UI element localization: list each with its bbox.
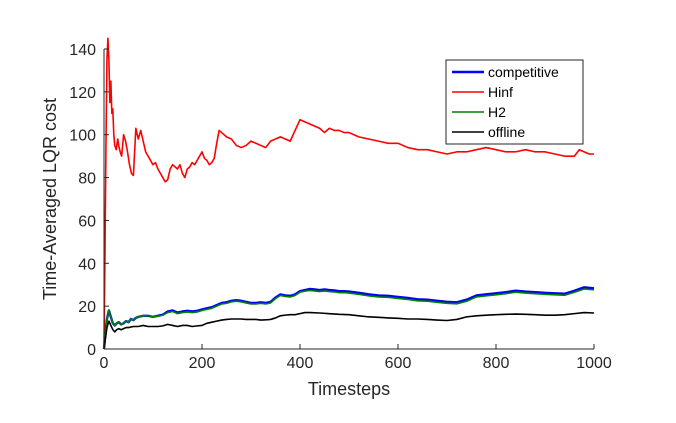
legend-label-offline: offline [488, 124, 525, 140]
y-tick-label: 120 [69, 85, 96, 102]
y-tick-label: 80 [78, 171, 96, 188]
x-axis-label: Timesteps [308, 379, 390, 399]
legend: competitive Hinf H2 offline [445, 59, 584, 145]
tick-labels: 0 200 400 600 800 1000 0 20 40 60 80 100 120 140 [69, 42, 612, 372]
y-tick-label: 100 [69, 128, 96, 145]
series-layer [102, 37, 595, 350]
series-line-offline [103, 311, 595, 350]
axes [103, 49, 594, 350]
x-tick-label: 600 [385, 355, 412, 372]
legend-label-competitive: competitive [488, 64, 559, 80]
legend-box [445, 59, 584, 145]
legend-label-hinf: Hinf [488, 84, 513, 100]
y-tick-label: 0 [87, 342, 96, 359]
x-tick-label: 800 [483, 355, 510, 372]
legend-label-h2: H2 [488, 104, 506, 120]
y-tick-label: 60 [78, 213, 96, 230]
y-tick-label: 40 [78, 256, 96, 273]
x-tick-label: 200 [189, 355, 216, 372]
series-line-competitive [102, 286, 595, 350]
x-tick-label: 0 [100, 355, 109, 372]
y-axis-label: Time-Averaged LQR cost [40, 98, 60, 300]
series-line-hinf [103, 37, 594, 350]
y-tick-label: 140 [69, 42, 96, 59]
y-tick-label: 20 [78, 299, 96, 316]
x-tick-label: 1000 [576, 355, 612, 372]
x-tick-label: 400 [287, 355, 314, 372]
series-line-h2 [103, 288, 595, 350]
